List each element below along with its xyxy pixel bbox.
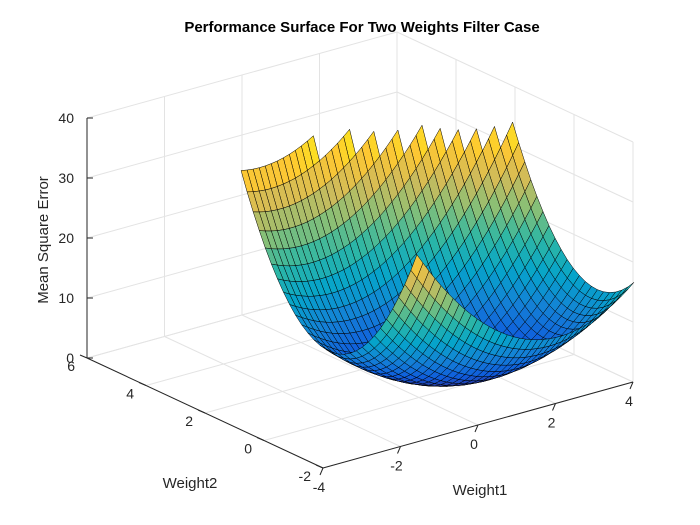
x-axis-label: Weight1	[453, 482, 508, 499]
y-tick-label: 6	[67, 358, 75, 374]
x-tick-label: -2	[390, 458, 403, 474]
y-tick-mark	[79, 354, 88, 359]
y-tick-mark	[315, 464, 324, 469]
grid-line-z-back	[86, 31, 398, 119]
surface-patch	[410, 254, 424, 279]
y-tick-mark	[197, 409, 206, 414]
x-tick-label: 4	[625, 393, 633, 409]
y-tick-label: 4	[126, 386, 134, 402]
grid-line-z-back	[86, 91, 398, 179]
grid-line-y-floor	[263, 354, 575, 441]
performance-surface	[240, 121, 635, 387]
y-tick-label: -2	[299, 468, 312, 484]
z-tick-label: 0	[66, 350, 74, 366]
x-tick-mark	[474, 424, 479, 433]
x-tick-mark	[397, 446, 401, 454]
x-tick-label: 2	[548, 415, 556, 431]
grid-line-z-side	[396, 31, 634, 143]
x-tick-label: -4	[313, 479, 326, 495]
axes-lines	[79, 117, 634, 476]
z-tick-label: 30	[58, 170, 74, 186]
surface-patch	[621, 282, 635, 295]
z-tick-label: 20	[58, 230, 74, 246]
y-tick-label: 2	[185, 413, 193, 429]
x-tick-label: 0	[470, 436, 478, 452]
y-tick-mark	[256, 437, 265, 441]
x-tick-mark	[552, 403, 556, 411]
y-tick-mark	[138, 382, 147, 386]
y-axis-label: Weight2	[163, 475, 218, 492]
x-tick-mark	[319, 467, 324, 476]
x-tick-mark	[629, 381, 634, 390]
y-tick-label: 0	[244, 441, 252, 457]
z-tick-label: 40	[58, 110, 74, 126]
chart-title: Performance Surface For Two Weights Filt…	[184, 19, 539, 36]
z-axis-label: Mean Square Error	[35, 176, 52, 304]
z-tick-label: 10	[58, 290, 74, 306]
